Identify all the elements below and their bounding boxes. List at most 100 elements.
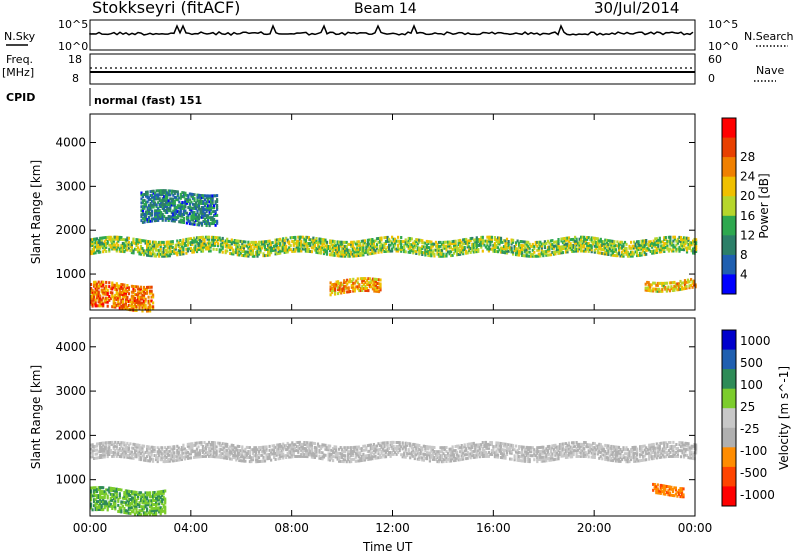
power-echo-cell [154, 201, 157, 205]
velocity-echo-cell [248, 456, 251, 460]
power-echo-cell [334, 290, 337, 294]
power-echo-cell [395, 249, 398, 253]
power-echo-cell [480, 245, 483, 249]
velocity-echo-cell [400, 445, 403, 449]
power-echo-cell [154, 211, 157, 215]
power-echo-cell [214, 241, 217, 245]
power-echo-cell [136, 299, 140, 303]
power-echo-cell [336, 242, 339, 246]
power-echo-cell [117, 237, 120, 241]
power-echo-cell [132, 237, 135, 241]
power-echo-cell [307, 244, 310, 247]
power-echo-cell [218, 238, 221, 242]
velocity-echo-cell [374, 450, 377, 454]
power-echo-cell [490, 235, 493, 239]
power-echo-cell [453, 247, 456, 251]
velocity-echo-cell [363, 454, 366, 458]
power-echo-cell [634, 242, 637, 246]
power-echo-cell [365, 283, 368, 287]
power-echo-cell [646, 280, 649, 284]
power-echo-cell [342, 240, 345, 244]
power-echo-cell [182, 221, 185, 224]
velocity-echo-cell [194, 443, 197, 447]
velocity-echo-cell [462, 451, 465, 455]
velocity-echo-cell [495, 445, 498, 449]
velocity-echo-cell [132, 452, 135, 456]
power-echo-cell [176, 206, 179, 210]
power-echo-cell [364, 285, 367, 288]
power-echo-cell [306, 245, 309, 249]
power-echo-cell [341, 240, 344, 244]
velocity-echo-cell [581, 452, 584, 456]
power-echo-cell [165, 244, 168, 248]
velocity-echo-cell [262, 449, 265, 453]
velocity-echo-cell [487, 454, 490, 458]
power-echo-cell [138, 238, 141, 242]
velocity-echo-cell [484, 440, 487, 444]
power-echo-cell [338, 287, 341, 291]
power-echo-cell [304, 249, 307, 253]
power-echo-cell [221, 246, 224, 250]
power-echo-cell [200, 243, 203, 247]
power-echo-cell [216, 213, 219, 217]
velocity-echo-cell [124, 453, 127, 457]
power-echo-cell [194, 215, 198, 219]
power-echo-cell [380, 250, 383, 254]
power-echo-cell [112, 235, 115, 239]
velocity-echo-cell [153, 448, 156, 451]
velocity-echo-cell [440, 456, 444, 460]
power-echo-cell [148, 204, 151, 208]
power-echo-cell [285, 248, 288, 252]
power-echo-cell [457, 239, 460, 243]
power-echo-cell [392, 243, 395, 247]
power-echo-cell [239, 239, 242, 243]
velocity-echo-cell [501, 448, 504, 452]
power-echo-cell [605, 240, 608, 244]
velocity-echo-cell [161, 452, 164, 456]
velocity-echo-cell [569, 449, 572, 453]
power-echo-cell [374, 245, 377, 249]
velocity-echo-cell [342, 446, 345, 450]
power-echo-cell [345, 246, 348, 250]
power-echo-cell [291, 249, 294, 253]
power-echo-cell [117, 300, 120, 304]
power-echo-cell [149, 211, 152, 215]
power-echo-cell [688, 280, 691, 284]
power-echo-cell [362, 279, 365, 283]
velocity-echo-cell [251, 450, 254, 454]
power-echo-cell [493, 238, 496, 241]
power-echo-cell [184, 205, 187, 209]
velocity-echo-cell [235, 454, 238, 458]
velocity-echo-cell [456, 450, 459, 454]
power-echo-cell [238, 249, 241, 253]
power-echo-cell [187, 194, 190, 198]
power-echo-cell [683, 279, 687, 283]
power-echo-cell [637, 246, 640, 250]
power-echo-cell [100, 284, 103, 288]
velocity-echo-cell [537, 456, 540, 459]
power-echo-cell [102, 280, 105, 284]
velocity-echo-cell [521, 455, 524, 459]
power-echo-cell [175, 198, 178, 202]
power-echo-cell [343, 289, 346, 292]
power-echo-cell [169, 197, 172, 201]
power-echo-cell [409, 245, 412, 248]
power-echo-cell [643, 245, 646, 249]
power-echo-cell [669, 247, 672, 251]
velocity-echo-cell [100, 455, 103, 459]
velocity-echo-cell [242, 449, 245, 453]
power-echo-cell [667, 249, 670, 253]
power-echo-cell [433, 254, 436, 258]
velocity-echo-cell [560, 450, 563, 454]
velocity-echo-cell [543, 457, 546, 461]
velocity-echo-cell [129, 456, 132, 460]
velocity-echo-cell [176, 444, 179, 448]
power-echo-cell [151, 213, 154, 217]
velocity-echo-cell [392, 452, 395, 456]
power-echo-cell [103, 292, 106, 296]
power-echo-cell [90, 283, 93, 286]
velocity-echo-cell [96, 448, 99, 452]
power-echo-cell [655, 283, 658, 287]
velocity-echo-cell [297, 450, 300, 454]
power-echo-cell [133, 299, 137, 302]
